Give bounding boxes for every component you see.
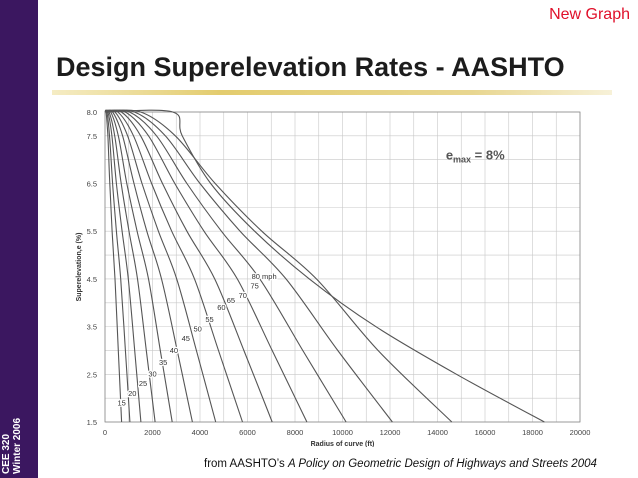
x-tick-label: 16000 [475, 428, 496, 437]
source-caption: from AASHTO’s A Policy on Geometric Desi… [204, 458, 597, 470]
curve-65-mph [104, 109, 347, 423]
speed-label: 75 [250, 281, 258, 290]
curve-15-mph [104, 109, 123, 423]
speed-label: 25 [139, 379, 147, 388]
course-tag: CEE 320 Winter 2006 [1, 354, 23, 474]
speed-label: 20 [128, 389, 136, 398]
curve-40-mph [104, 109, 193, 423]
y-tick-label: 5.5 [87, 227, 97, 236]
emax-annotation: emax = 8% [446, 148, 505, 165]
x-tick-label: 0 [103, 428, 107, 437]
speed-label: 50 [193, 324, 201, 333]
speed-label: 15 [117, 398, 125, 407]
speed-label: 40 [170, 346, 178, 355]
source-title: A Policy on Geometric Design of Highways… [287, 458, 597, 470]
x-tick-label: 10000 [332, 428, 353, 437]
curve-25-mph [104, 109, 142, 423]
y-tick-label: 1.5 [87, 418, 97, 427]
speed-label: 80 mph [252, 272, 277, 281]
x-tick-label: 4000 [192, 428, 209, 437]
curve-50-mph [104, 109, 244, 423]
curve-55-mph [104, 109, 273, 423]
x-axis-label: Radius of curve (ft) [311, 441, 375, 447]
speed-label: 45 [182, 334, 190, 343]
x-tick-label: 8000 [287, 428, 304, 437]
y-tick-label: 4.5 [87, 275, 97, 284]
course-name: CEE 320 [1, 433, 12, 474]
y-axis-label: Superelevation,e (%) [76, 233, 83, 302]
source-prefix: from AASHTO’s [204, 458, 288, 470]
x-tick-label: 2000 [144, 428, 161, 437]
y-tick-label: 7.5 [87, 132, 97, 141]
curve-80-mph [104, 109, 545, 423]
speed-label: 35 [159, 358, 167, 367]
x-tick-label: 12000 [380, 428, 401, 437]
new-graph-tag: New Graph [549, 6, 630, 23]
course-term: Winter 2006 [12, 417, 23, 474]
curve-30-mph [104, 109, 156, 423]
curve-45-mph [104, 109, 217, 423]
curve-35-mph [104, 109, 173, 423]
speed-label: 70 [239, 291, 247, 300]
y-tick-label: 2.5 [87, 370, 97, 379]
title-underline [52, 90, 612, 95]
curve-75-mph [104, 109, 453, 423]
y-tick-label: 6.5 [87, 180, 97, 189]
curve-60-mph [104, 109, 308, 423]
curve-70-mph [104, 109, 393, 423]
x-tick-label: 20000 [570, 428, 591, 437]
x-tick-label: 6000 [239, 428, 256, 437]
sidebar: CEE 320 Winter 2006 [0, 0, 38, 478]
y-tick-label: 3.5 [87, 323, 97, 332]
x-tick-label: 14000 [427, 428, 448, 437]
curve-20-mph [104, 109, 131, 423]
slide-title: Design Superelevation Rates - AASHTO [56, 52, 565, 82]
y-tick-label: 8.0 [87, 108, 97, 117]
speed-label: 55 [205, 315, 213, 324]
speed-label: 65 [227, 296, 235, 305]
superelevation-chart: 1.5 2.5 3.5 4.5 5.5 6.5 7.5 8.0 0 2000 4000 6000 800… [76, 108, 591, 447]
x-tick-label: 18000 [522, 428, 543, 437]
speed-label: 60 [217, 303, 225, 312]
speed-label: 30 [148, 370, 156, 379]
plot-frame [104, 111, 581, 423]
